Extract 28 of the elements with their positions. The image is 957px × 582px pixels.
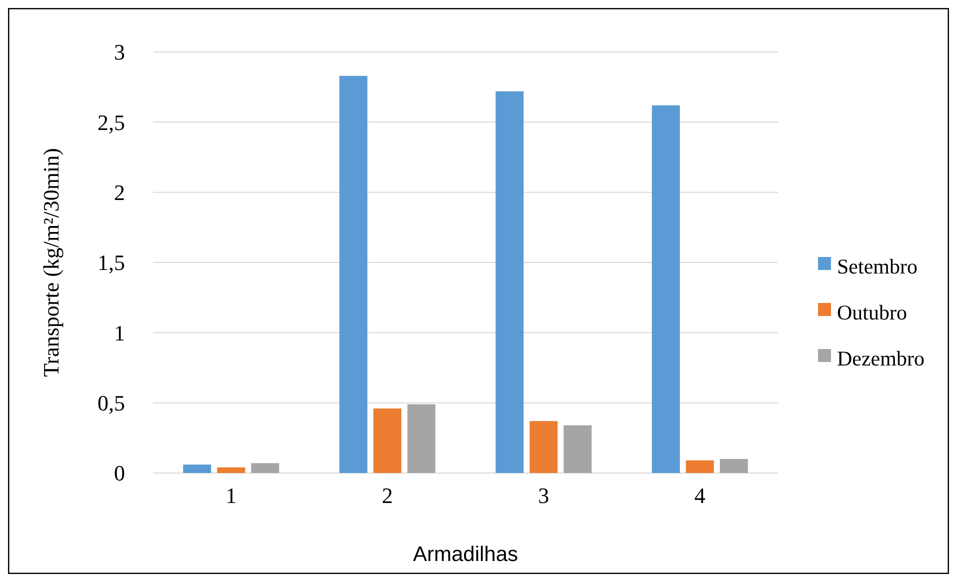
- bar: [407, 404, 436, 473]
- y-tick-label: 0: [114, 460, 125, 486]
- y-tick-label: 2: [114, 180, 125, 206]
- y-axis-title: Transporte (kg/m²/30min): [38, 148, 64, 377]
- bar: [652, 105, 680, 473]
- bar: [339, 76, 368, 473]
- x-axis-title: Armadilhas: [412, 543, 518, 566]
- bar: [251, 463, 280, 473]
- y-tick-label: 2,5: [98, 110, 125, 135]
- bar: [217, 467, 246, 473]
- y-tick-label: 3: [114, 40, 125, 65]
- legend-label: Outubro: [837, 300, 907, 324]
- bar: [720, 458, 748, 473]
- x-tick-label: 1: [226, 483, 237, 508]
- bar: [496, 91, 524, 473]
- bar: [183, 464, 212, 473]
- y-tick-label: 1: [114, 320, 125, 346]
- x-tick-label: 4: [694, 483, 706, 508]
- legend-label: Dezembro: [837, 346, 924, 370]
- x-tick-label: 3: [538, 483, 550, 508]
- legend-label: Setembro: [837, 254, 918, 278]
- bar: [530, 421, 558, 473]
- bar: [564, 425, 592, 473]
- x-tick-label: 2: [382, 483, 393, 508]
- bar: [373, 408, 402, 473]
- y-tick-label: 1,5: [98, 250, 125, 276]
- y-tick-label: 0,5: [98, 390, 125, 416]
- bar: [686, 460, 714, 473]
